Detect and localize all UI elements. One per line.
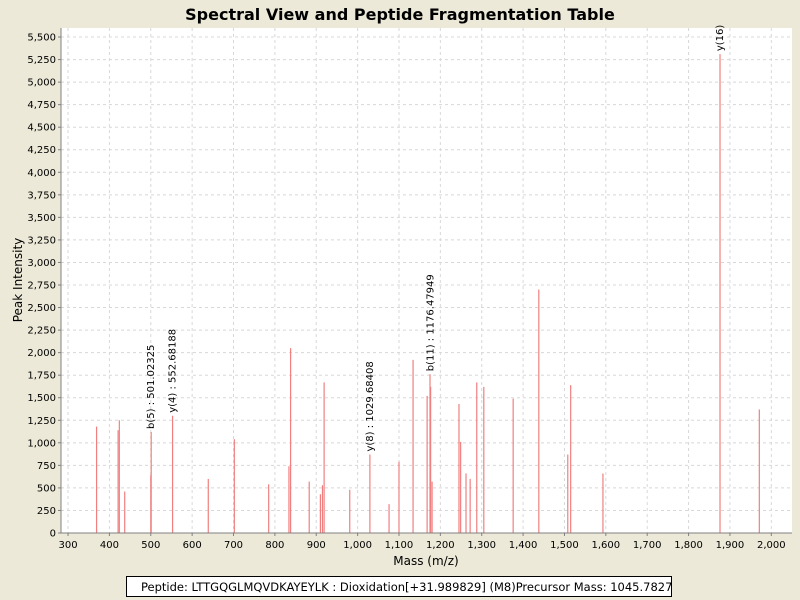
peak-annotation-label: y(4) : 552.68188 — [168, 329, 179, 413]
x-tick-label: 1,100 — [385, 540, 414, 551]
y-tick-label: 750 — [37, 461, 56, 472]
peaks-layer — [95, 54, 760, 533]
peak-annotation-label: b(11) : 1176.47949 — [426, 274, 437, 371]
y-axis-title: Peak Intensity — [11, 238, 25, 323]
y-tick-label: 250 — [37, 506, 56, 517]
peak-annotation-label: y(16) — [715, 25, 726, 52]
y-axis-ticks: 0 250 500 750 1,000 1,250 1,500 1,750 2,000 2,250… — [27, 33, 61, 540]
x-tick-label: 1,700 — [633, 540, 662, 551]
x-tick-label: 400 — [100, 540, 119, 551]
y-tick-label: 500 — [37, 483, 56, 494]
precursor-mass-label: Precursor Mass: 1045.7827 — [515, 579, 673, 594]
grid-lines — [61, 28, 792, 534]
y-tick-label: 5,000 — [27, 78, 56, 89]
x-axis-ticks: 300 400 500 600 700 800 900 1,000 1,100 1,200 1,30… — [58, 533, 786, 551]
chart-title: Spectral View and Peptide Fragmentation … — [185, 5, 615, 24]
y-tick-label: 2,250 — [27, 326, 56, 337]
peak-annotations: b(5) : 501.02325 y(4) : 552.68188 y(8) : 1… — [146, 25, 726, 452]
y-tick-label: 3,500 — [27, 213, 56, 224]
axes — [60, 28, 792, 534]
y-tick-label: 2,750 — [27, 281, 56, 292]
x-tick-label: 1,900 — [716, 540, 745, 551]
plot-area — [61, 28, 792, 533]
x-tick-label: 800 — [265, 540, 284, 551]
x-tick-label: 1,300 — [467, 540, 496, 551]
x-tick-label: 1,600 — [592, 540, 621, 551]
peptide-label: Peptide: LTTGQGLMQVDKAYEYLK : Dioxidatio… — [141, 579, 516, 594]
peak-annotation-label: b(5) : 501.02325 — [146, 345, 157, 429]
y-tick-label: 1,500 — [27, 393, 56, 404]
x-tick-label: 300 — [58, 540, 77, 551]
y-tick-label: 1,000 — [27, 438, 56, 449]
x-tick-label: 1,400 — [509, 540, 538, 551]
y-tick-label: 4,000 — [27, 168, 56, 179]
x-axis-title: Mass (m/z) — [393, 554, 458, 568]
y-tick-label: 4,750 — [27, 100, 56, 111]
y-tick-label: 5,500 — [27, 33, 56, 44]
x-tick-label: 500 — [141, 540, 160, 551]
peptide-info-box: Peptide: LTTGQGLMQVDKAYEYLK : Dioxidatio… — [126, 576, 672, 597]
x-tick-label: 1,500 — [550, 540, 579, 551]
x-tick-label: 2,000 — [757, 540, 786, 551]
y-tick-label: 3,000 — [27, 258, 56, 269]
y-tick-label: 1,750 — [27, 371, 56, 382]
y-tick-label: 4,500 — [27, 123, 56, 134]
y-tick-label: 3,750 — [27, 190, 56, 201]
y-tick-label: 1,250 — [27, 416, 56, 427]
y-tick-label: 2,500 — [27, 303, 56, 314]
y-tick-label: 5,250 — [27, 55, 56, 66]
x-tick-label: 1,800 — [674, 540, 703, 551]
peak-annotation-label: y(8) : 1029.68408 — [365, 361, 376, 451]
y-tick-label: 4,250 — [27, 145, 56, 156]
y-tick-label: 0 — [50, 529, 56, 540]
x-tick-label: 700 — [224, 540, 243, 551]
y-tick-label: 3,250 — [27, 235, 56, 246]
x-tick-label: 600 — [183, 540, 202, 551]
y-tick-label: 2,000 — [27, 348, 56, 359]
x-tick-label: 900 — [307, 540, 326, 551]
x-tick-label: 1,000 — [343, 540, 372, 551]
x-tick-label: 1,200 — [426, 540, 455, 551]
